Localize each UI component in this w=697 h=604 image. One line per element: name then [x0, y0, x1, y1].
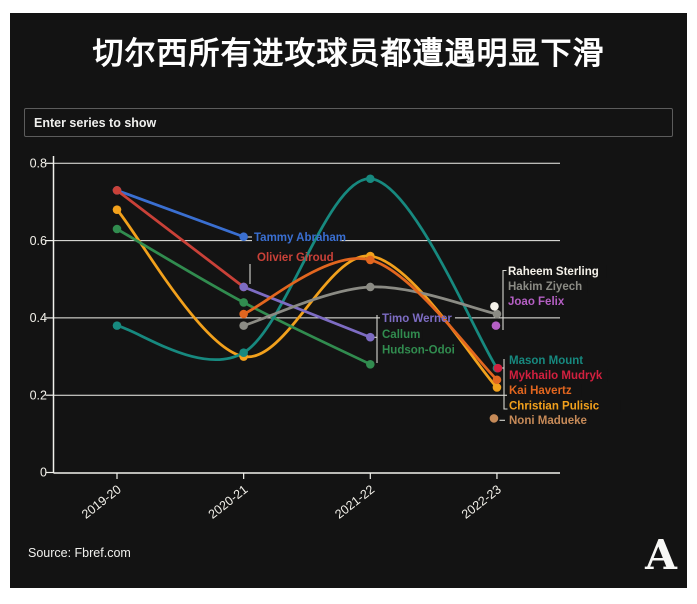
- x-tick-label: 2021-22: [332, 482, 377, 521]
- data-point-mykhailo-mudryk: [493, 363, 503, 373]
- chart-panel: 切尔西所有进攻球员都遭遇明显下滑 0 0.2 0.4 0.6 0.8 2019-20 202…: [10, 13, 687, 588]
- series-lines: [115, 177, 499, 389]
- series-label-joao-felix: Joao Felix: [508, 296, 565, 308]
- label-bg: [507, 384, 582, 397]
- data-point-kai-havertz: [366, 255, 375, 265]
- x-tick-label: 2019-20: [79, 482, 124, 521]
- data-point-kai-havertz: [239, 309, 248, 319]
- series-label-kai-havertz: Kai Havertz: [509, 385, 572, 397]
- label-bg: [507, 414, 589, 427]
- data-point-kai-havertz: [492, 375, 502, 385]
- axis-ticks: 0 0.2 0.4 0.6 0.8 2019-20 2020-21 2021-22 2022-2…: [30, 157, 504, 522]
- data-point-mason-mount: [492, 363, 502, 373]
- series-label-tammy-abraham: Tammy Abraham: [254, 232, 346, 244]
- series-label-olivier-giroud: Olivier Giroud: [257, 252, 334, 264]
- series-label-mykhailo-mudryk: Mykhailo Mudryk: [509, 370, 603, 382]
- label-bg: [507, 399, 621, 413]
- data-point-mason-mount: [239, 348, 248, 357]
- data-point-callum-hudson-odoi: [239, 298, 248, 307]
- y-tick-label: 0: [40, 466, 47, 480]
- series-line-timo-werner: [242, 285, 372, 339]
- data-point-timo-werner: [239, 282, 248, 292]
- series-label-timo-werner: Timo Werner: [382, 313, 452, 325]
- y-tick-label: 0.2: [30, 388, 47, 402]
- label-bg: [506, 280, 588, 293]
- data-point-tammy-abraham: [112, 186, 122, 195]
- data-point-christian-pulisic: [112, 205, 122, 214]
- label-bg: [380, 312, 455, 325]
- leader-lines: [246, 236, 508, 421]
- chart-title: 切尔西所有进攻球员都遭遇明显下滑: [92, 36, 605, 71]
- data-point-mason-mount: [366, 174, 375, 184]
- series-line-christian-pulisic: [115, 208, 499, 389]
- series-label-mason-mount: Mason Mount: [509, 355, 583, 367]
- label-leader-line: [502, 269, 507, 330]
- series-label-hakim-ziyech: Hakim Ziyech: [508, 281, 582, 293]
- series-label-noni-madueke: Noni Madueke: [509, 415, 587, 427]
- data-point-raheem-sterling: [490, 302, 499, 311]
- label-bg: [380, 343, 455, 357]
- label-leader-line: [503, 359, 508, 410]
- y-tick-label: 0.4: [30, 311, 47, 325]
- label-backgrounds: [252, 231, 621, 427]
- data-point-olivier-giroud: [112, 186, 122, 195]
- data-point-mason-mount: [112, 321, 122, 330]
- label-bg: [252, 231, 340, 244]
- series-line-kai-havertz: [242, 257, 499, 382]
- data-point-joao-felix: [491, 321, 501, 330]
- data-point-callum-hudson-odoi: [112, 224, 122, 234]
- data-point-noni-madueke: [489, 414, 499, 423]
- x-tick-label: 2020-21: [206, 482, 251, 521]
- label-bg: [380, 328, 423, 341]
- series-line-callum-hudson-odoi: [115, 227, 372, 366]
- series-line-mason-mount: [115, 177, 499, 370]
- data-point-hakim-ziyech: [492, 309, 502, 319]
- data-points: [112, 174, 503, 423]
- gridlines: [53, 162, 560, 396]
- data-point-timo-werner: [366, 332, 375, 342]
- series-label-christian-pulisic: Christian Pulisic: [509, 401, 600, 413]
- data-point-christian-pulisic: [239, 352, 248, 361]
- series-search-input[interactable]: [24, 108, 673, 137]
- label-bg: [507, 354, 582, 367]
- series-line-hakim-ziyech: [242, 285, 499, 328]
- data-point-olivier-giroud: [239, 282, 248, 292]
- label-bg: [507, 369, 608, 382]
- series-label-raheem-sterling: Raheem Sterling: [508, 266, 599, 278]
- series-label-callum-hudson-odoi: Hudson-Odoi: [382, 345, 455, 357]
- athletic-logo: A: [645, 531, 677, 579]
- x-tick-label: 2022-23: [459, 482, 504, 521]
- label-bg: [506, 265, 607, 278]
- source-note: Source: Fbref.com: [28, 546, 131, 560]
- label-bg: [506, 295, 575, 308]
- data-point-hakim-ziyech: [366, 282, 375, 292]
- y-tick-label: 0.8: [30, 157, 47, 171]
- label-bg: [255, 251, 350, 264]
- series-labels: Tammy Abraham Christian Pulisic Callum Huds…: [254, 232, 603, 427]
- series-line-olivier-giroud: [115, 188, 246, 289]
- data-point-christian-pulisic: [366, 251, 375, 261]
- y-tick-label: 0.6: [30, 234, 47, 248]
- line-chart: 0 0.2 0.4 0.6 0.8 2019-20 2020-21 2021-22 2022-2…: [30, 156, 621, 522]
- data-point-tammy-abraham: [239, 232, 248, 242]
- axes: [52, 156, 560, 474]
- data-point-hakim-ziyech: [239, 321, 248, 330]
- series-line-tammy-abraham: [115, 188, 246, 239]
- data-point-callum-hudson-odoi: [366, 359, 375, 369]
- data-point-christian-pulisic: [492, 383, 502, 392]
- series-label-callum-hudson-odoi: Callum: [382, 329, 420, 341]
